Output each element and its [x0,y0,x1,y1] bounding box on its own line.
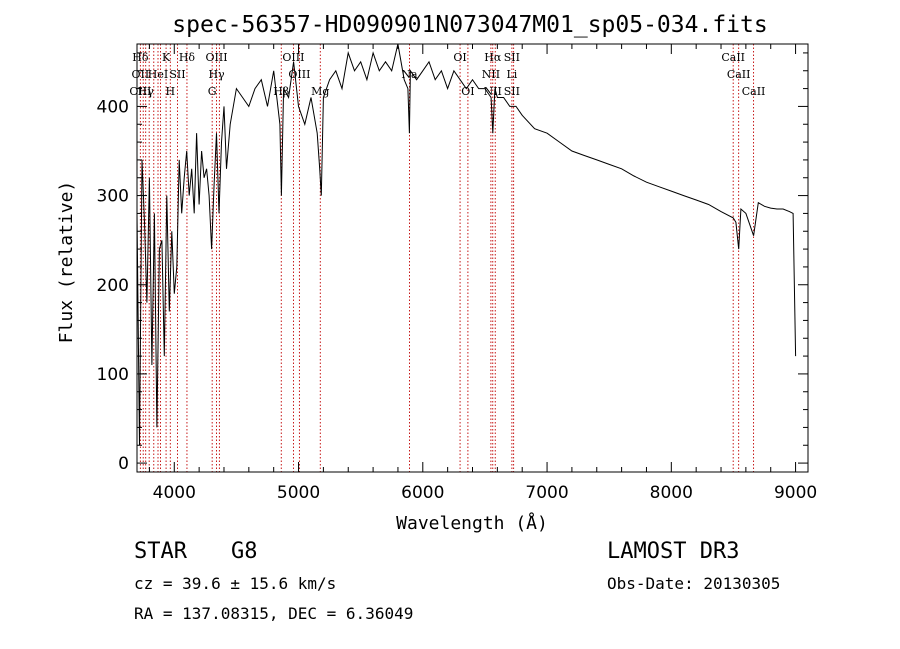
line-label-21-mid: NII [482,68,500,81]
y-tick-label-200: 200 [97,276,129,296]
y-axis-label: Flux (relative) [56,181,77,344]
spectral-line-markers [139,44,755,472]
line-label-15-top: OIII [282,51,304,64]
line-label-12-mid: Hγ [208,68,225,81]
line-label-26-top: CaII [721,51,745,64]
x-tick-label-7000: 7000 [525,483,568,503]
y-tick-label-300: 300 [97,187,129,207]
line-label-12-top: OIII [205,51,227,64]
x-tick-label-6000: 6000 [401,483,444,503]
object-class: STAR [134,539,187,564]
line-label-22-top: Hα [484,51,502,64]
spectral-line-labels: HδOIIOIIIHγHeIKHSIIHδGOIIIHγHβOIIIOIIIMg… [129,51,765,98]
line-label-24-bot: SII [504,85,520,98]
y-tick-label-0: 0 [118,454,129,474]
survey-name: LAMOST DR3 [607,539,740,564]
coordinates: RA = 137.08315, DEC = 6.36049 [134,604,414,623]
x-tick-label-8000: 8000 [650,483,693,503]
redshift-cz: cz = 39.6 ± 15.6 km/s [134,574,337,593]
line-label-0-bot: OIII [129,85,151,98]
x-tick-label-9000: 9000 [774,483,817,503]
x-tick-label-4000: 4000 [153,483,196,503]
spectrum-chart: spec-56357-HD090901N073047M01_sp05-034.f… [56,12,817,534]
axis-ticks: 4000 5000 6000 7000 8000 9000 0 100 200 300 400 [97,44,817,503]
object-subclass: G8 [231,539,258,564]
line-label-2-bot: Hγ [138,85,155,98]
line-label-8-bot: H [166,85,176,98]
line-label-27-mid: CaII [727,68,751,81]
y-tick-label-400: 400 [97,97,129,117]
line-label-24-mid: Li [506,68,517,81]
line-label-28-bot: CaII [742,85,766,98]
line-label-18-mid: Na [401,68,418,81]
line-label-0-mid: OII [131,68,149,81]
line-label-10-top: Hδ [179,51,196,64]
line-label-5-mid: HeI [148,68,168,81]
line-label-24-top: SII [504,51,520,64]
line-label-9-mid: SII [169,68,185,81]
line-label-14-bot: Hβ [273,85,289,98]
observation-date: Obs-Date: 20130305 [607,574,781,593]
line-label-11-bot: G [208,85,217,98]
line-label-22-bot: NII [484,85,502,98]
line-label-20-bot: OI [461,85,474,98]
line-label-16-mid: OIII [288,68,310,81]
line-label-19-top: OI [453,51,466,64]
spectrum-series-line [136,43,797,446]
line-label-7-top: K [162,51,171,64]
x-tick-label-5000: 5000 [277,483,320,503]
y-tick-label-100: 100 [97,365,129,385]
line-label-0-top: Hδ [132,51,149,64]
x-axis-label: Wavelength (Å) [396,512,548,534]
chart-title: spec-56357-HD090901N073047M01_sp05-034.f… [172,12,767,38]
plot-frame [136,43,809,473]
